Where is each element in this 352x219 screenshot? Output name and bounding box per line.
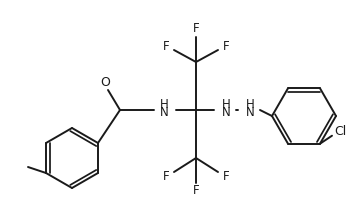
Text: F: F (223, 39, 229, 53)
Text: H: H (246, 97, 254, 111)
Text: O: O (100, 76, 110, 90)
Text: F: F (193, 184, 199, 198)
Text: F: F (163, 170, 169, 182)
Text: H: H (222, 97, 230, 111)
Text: N: N (159, 106, 168, 118)
Text: F: F (163, 39, 169, 53)
Text: N: N (246, 106, 254, 118)
Text: F: F (193, 23, 199, 35)
Text: H: H (159, 97, 168, 111)
Text: F: F (223, 170, 229, 182)
Text: N: N (222, 106, 230, 118)
Text: Cl: Cl (334, 125, 346, 138)
